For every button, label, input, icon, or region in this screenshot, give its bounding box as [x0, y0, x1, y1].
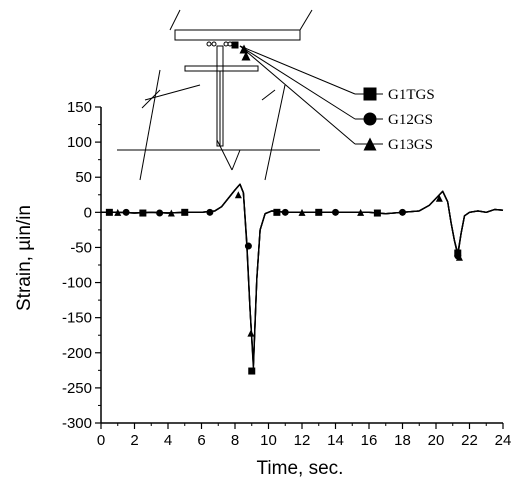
x-tick-label: 2	[130, 432, 138, 449]
y-tick-label: -300	[62, 415, 92, 432]
data-point-g13gs	[247, 329, 255, 337]
data-point-g13gs	[455, 253, 463, 261]
data-point-g12gs	[122, 208, 130, 216]
data-point-g13gs	[114, 208, 122, 216]
x-tick-label: 0	[97, 432, 105, 449]
x-tick-label: 12	[294, 432, 311, 449]
data-point-g1tgs	[181, 208, 189, 216]
x-tick-label: 6	[197, 432, 205, 449]
data-point-g1tgs	[105, 208, 113, 216]
x-axis-title: Time, sec.	[257, 458, 344, 479]
data-point-g12gs	[399, 208, 406, 216]
x-tick-label: 10	[260, 432, 277, 449]
legend-leader-line	[239, 45, 356, 120]
legend-label: G1TGS	[388, 87, 435, 103]
sketch-gauge-triangle	[239, 44, 249, 54]
data-point-g1tgs	[273, 208, 281, 216]
legend: G1TGS G12GS G13GS	[231, 41, 435, 153]
y-tick-label: 150	[67, 99, 92, 116]
x-tick-label: 8	[231, 432, 239, 449]
y-tick-label: -150	[62, 310, 92, 327]
data-point-g13gs	[167, 209, 175, 217]
data-point-g1tgs	[373, 209, 381, 217]
legend-marker-g12gs	[363, 112, 377, 126]
data-point-g12gs	[281, 208, 289, 216]
data-point-g13gs	[234, 191, 242, 199]
y-tick-label: 0	[84, 204, 92, 221]
axes: 0 2 4 6 8 10 12 14 16 18 20 22 24150100500-50-100-15…	[62, 99, 511, 449]
data-point-g12gs	[332, 208, 339, 216]
y-tick-label: 50	[75, 169, 92, 186]
x-tick-label: 16	[361, 432, 378, 449]
legend-label: G12GS	[388, 112, 433, 128]
x-tick-label: 4	[164, 432, 172, 449]
legend-leader-line	[239, 45, 356, 95]
sketch-gauge-square	[231, 41, 239, 49]
x-tick-label: 22	[461, 432, 478, 449]
legend-marker-g1tgs	[363, 87, 377, 101]
x-tick-label: 20	[428, 432, 445, 449]
data-point-g12gs	[244, 242, 252, 250]
y-tick-label: -50	[70, 239, 92, 256]
y-tick-label: 100	[67, 134, 92, 151]
y-tick-label: -250	[62, 380, 92, 397]
legend-marker-g13gs	[363, 137, 377, 151]
data-point-g1tgs	[315, 208, 323, 216]
data-point-g1tgs	[139, 209, 147, 217]
data-point-g13gs	[298, 208, 306, 216]
plot-area	[101, 183, 504, 375]
sketch-gauge-triangle	[241, 51, 251, 61]
data-point-g13gs	[435, 194, 443, 202]
legend-label: G13GS	[388, 137, 433, 153]
girder-cross-section-icon	[117, 9, 320, 181]
x-tick-label: 24	[495, 432, 512, 449]
data-point-g1tgs	[248, 367, 256, 375]
legend-leader-line	[239, 45, 356, 145]
y-tick-label: -200	[62, 345, 92, 362]
x-tick-label: 14	[327, 432, 344, 449]
y-axis-title: Strain, µin/in	[14, 205, 35, 311]
y-tick-label: -100	[62, 275, 92, 292]
x-tick-label: 18	[394, 432, 411, 449]
data-point-g12gs	[206, 208, 214, 216]
data-point-g13gs	[357, 208, 365, 216]
data-point-g12gs	[156, 209, 164, 217]
